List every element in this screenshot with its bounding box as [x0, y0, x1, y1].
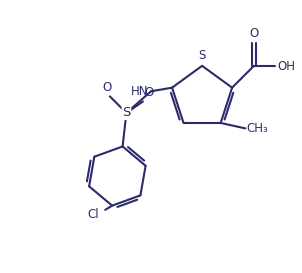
Text: S: S [122, 106, 130, 119]
Text: S: S [198, 49, 206, 62]
Text: O: O [249, 27, 259, 40]
Text: OH: OH [277, 60, 295, 73]
Text: CH₃: CH₃ [247, 122, 268, 135]
Text: O: O [103, 81, 112, 94]
Text: HN: HN [131, 85, 149, 98]
Text: Cl: Cl [87, 207, 99, 221]
Text: O: O [144, 86, 154, 99]
